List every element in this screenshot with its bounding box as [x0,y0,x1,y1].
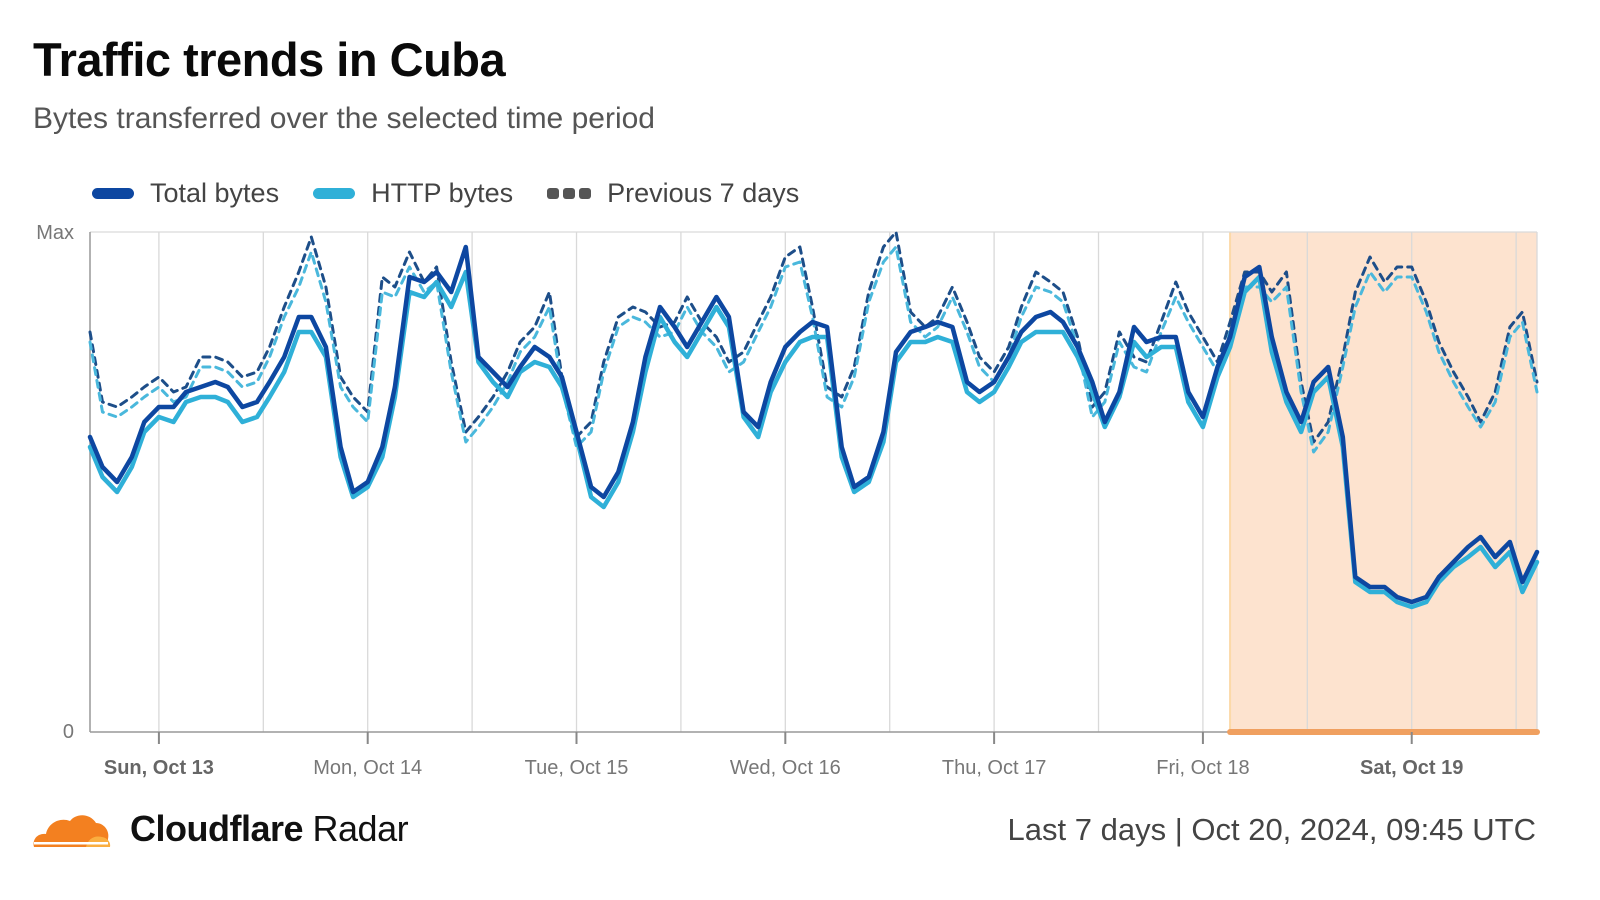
x-tick-label: Tue, Oct 15 [525,757,629,779]
x-tick-label: Wed, Oct 16 [730,757,841,779]
legend-label-http: HTTP bytes [371,178,514,208]
brand-name: Cloudflare Radar [130,808,409,850]
brand-name-bold: Cloudflare [130,808,304,849]
x-tick-label: Mon, Oct 14 [313,757,422,779]
series-line-previous-7-days-total [88,230,1539,444]
legend-label-previous: Previous 7 days [607,178,800,208]
page-subtitle: Bytes transferred over the selected time… [33,102,655,135]
legend-swatch-http [313,188,356,199]
legend-swatch-total [92,188,134,199]
legend-item-total-bytes[interactable]: Total bytes [92,178,279,209]
brand-name-light: Radar [312,808,409,849]
y-tick-label-max: Max [36,222,74,244]
brand: Cloudflare Radar [30,808,409,850]
series-line-total-bytes [87,244,1540,605]
cloudflare-cloud-icon [33,815,111,847]
y-tick-label-min: 0 [63,721,74,743]
period-label: Last 7 days | Oct 20, 2024, 09:45 UTC [1007,812,1536,847]
x-tick-label: Sun, Oct 13 [104,757,214,779]
legend-item-http-bytes[interactable]: HTTP bytes [313,178,513,209]
traffic-chart: 0 Max Sun, Oct 13 Mon, Oct 14 Tue, Oct 15 Wed… [36,222,1540,779]
page-title: Traffic trends in Cuba [33,33,506,86]
highlight-region [1230,232,1537,732]
legend-swatch-previous [547,188,592,199]
legend-label-total: Total bytes [150,178,280,208]
x-tick-label: Sat, Oct 19 [1360,757,1463,779]
x-tick-label: Thu, Oct 17 [942,757,1047,779]
x-tick-label: Fri, Oct 18 [1156,757,1249,779]
chart-legend: Total bytes HTTP bytes Previous 7 days [92,178,833,209]
legend-item-previous-7-days[interactable]: Previous 7 days [547,178,799,209]
